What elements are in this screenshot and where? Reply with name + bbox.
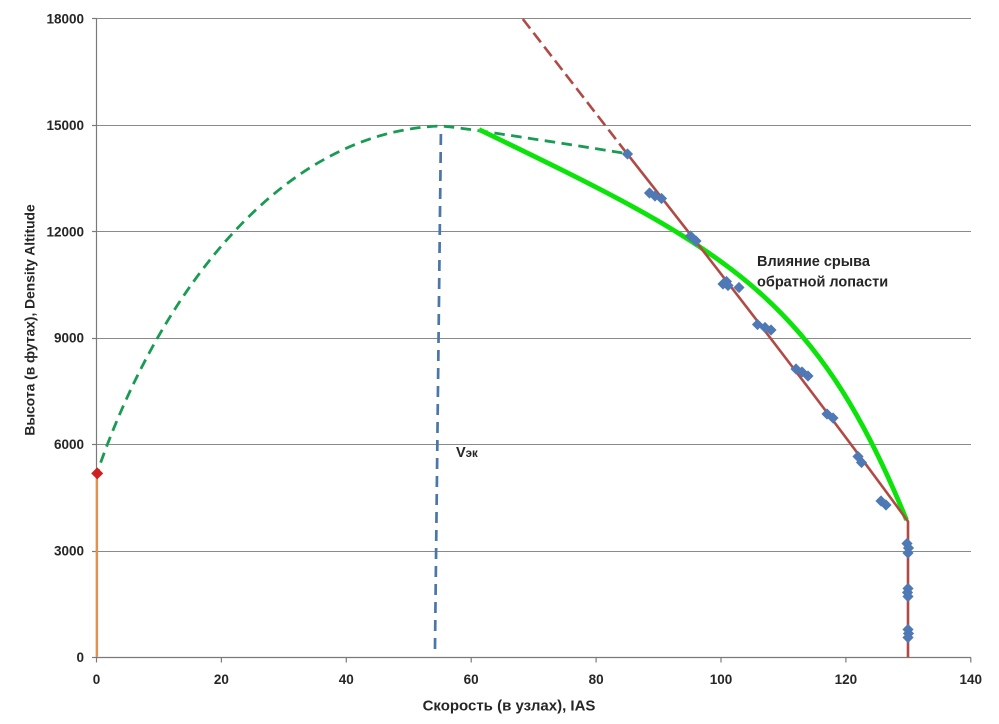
svg-text:18000: 18000: [46, 11, 84, 26]
svg-text:20: 20: [214, 672, 229, 687]
svg-text:Vэк: Vэк: [456, 445, 478, 461]
svg-text:100: 100: [710, 672, 733, 687]
svg-text:0: 0: [76, 650, 84, 665]
svg-text:60: 60: [464, 672, 479, 687]
svg-text:обратной лопасти: обратной лопасти: [757, 274, 888, 290]
svg-text:140: 140: [960, 672, 983, 687]
svg-text:0: 0: [93, 672, 101, 687]
svg-text:Скорость (в узлах), IAS: Скорость (в узлах), IAS: [423, 698, 596, 715]
svg-text:120: 120: [835, 672, 858, 687]
svg-text:12000: 12000: [46, 224, 84, 239]
svg-text:3000: 3000: [54, 544, 84, 559]
svg-text:15000: 15000: [46, 118, 84, 133]
svg-text:9000: 9000: [54, 331, 84, 346]
svg-text:Высота (в футах), Density Alti: Высота (в футах), Density Altitude: [23, 204, 38, 436]
svg-text:80: 80: [589, 672, 604, 687]
svg-text:40: 40: [339, 672, 354, 687]
svg-text:6000: 6000: [54, 437, 84, 452]
svg-text:Влияние срыва: Влияние срыва: [757, 254, 871, 270]
